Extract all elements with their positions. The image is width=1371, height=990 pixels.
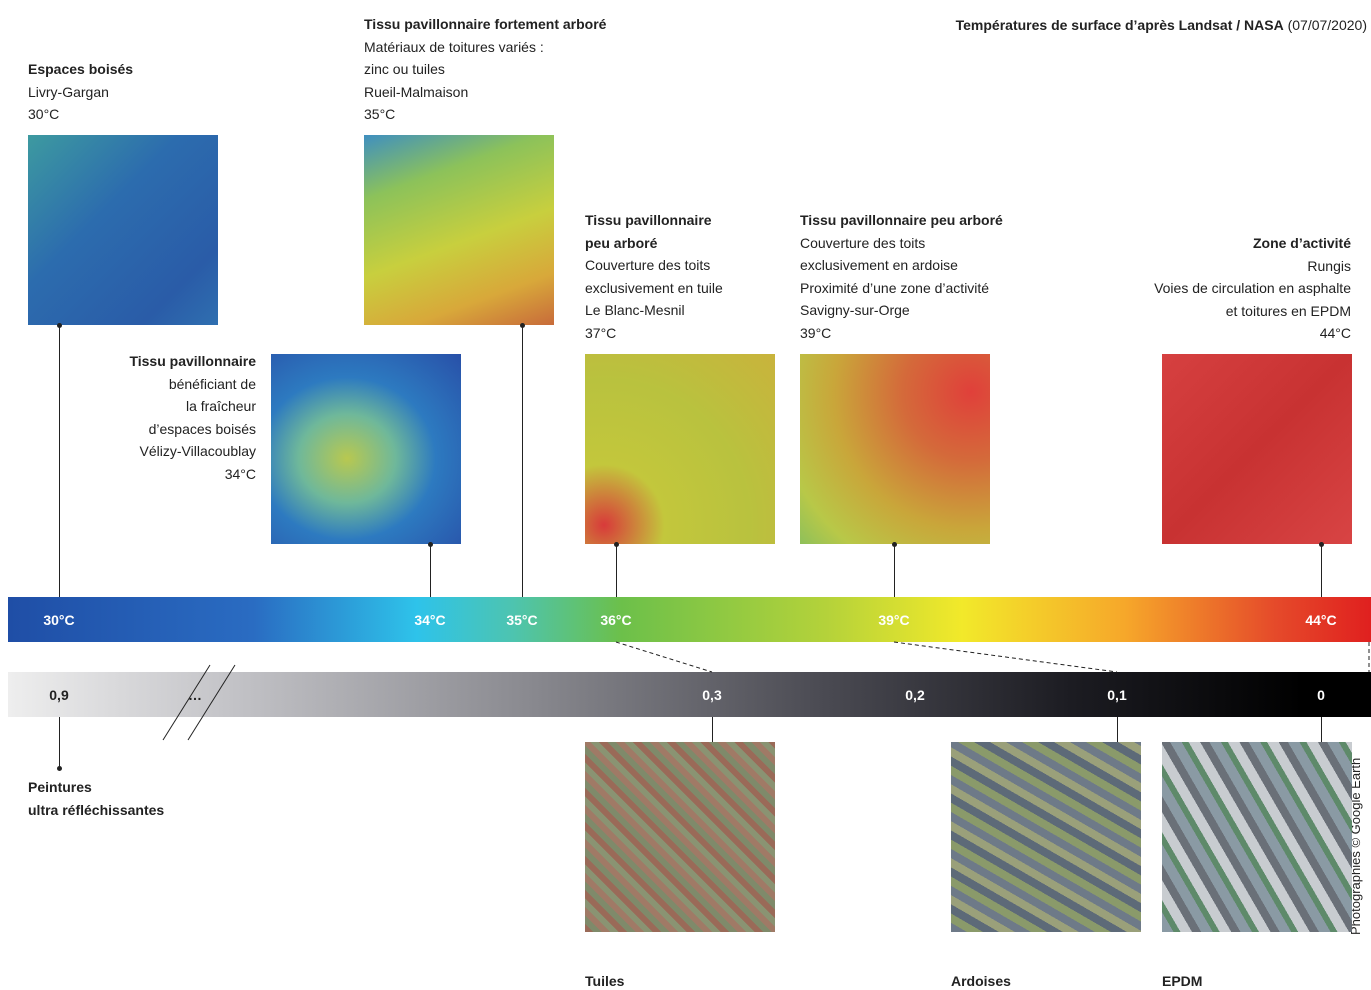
temperature-label: 39°C — [878, 612, 909, 628]
site-detail: Vélizy-Villacoublay — [129, 440, 256, 463]
site-detail: Couverture des toits — [585, 254, 723, 277]
site-title: Tissu pavillonnaire — [585, 209, 723, 232]
thermal-image — [364, 135, 554, 325]
thermal-image — [271, 354, 461, 544]
albedo-label: … — [188, 687, 202, 703]
connector-dot — [520, 323, 525, 328]
site-detail: exclusivement en ardoise — [800, 254, 1003, 277]
connector — [522, 325, 523, 597]
connector — [59, 717, 60, 768]
connector — [1321, 544, 1322, 597]
site-title: peu arboré — [585, 232, 723, 255]
thermal-image — [28, 135, 218, 325]
connector-dot — [1319, 542, 1324, 547]
site-detail: zinc ou tuiles — [364, 58, 606, 81]
material-label: EPDM — [1162, 970, 1202, 990]
site-detail: la fraîcheur — [129, 395, 256, 418]
connector — [430, 544, 431, 597]
break-mark — [163, 665, 210, 740]
material-line: Peintures — [28, 776, 164, 799]
site-detail: Proximité d’une zone d’activité — [800, 277, 1003, 300]
material-label: Ardoises — [951, 970, 1011, 990]
site-temperature: 39°C — [800, 322, 1003, 345]
connector-dot — [614, 542, 619, 547]
site-detail: et toitures en EPDM — [1154, 300, 1351, 323]
material-line: Tuiles — [585, 970, 624, 990]
site-detail: Matériaux de toitures variés : — [364, 36, 606, 59]
albedo-label: 0,1 — [1107, 687, 1126, 703]
site-detail: Rungis — [1154, 255, 1351, 278]
site-detail: Voies de circulation en asphalte — [1154, 277, 1351, 300]
site-detail: Le Blanc-Mesnil — [585, 299, 723, 322]
albedo-label: 0,2 — [905, 687, 924, 703]
connector-dot — [892, 542, 897, 547]
connector — [59, 325, 60, 597]
site-title: Tissu pavillonnaire fortement arboré — [364, 13, 606, 36]
infographic: Températures de surface d’après Landsat … — [0, 0, 1371, 990]
connector — [616, 544, 617, 597]
thermal-image — [585, 354, 775, 544]
site-title: Tissu pavillonnaire peu arboré — [800, 209, 1003, 232]
material-line: Ardoises — [951, 970, 1011, 990]
aerial-image — [1162, 742, 1352, 932]
dashed-link — [616, 642, 712, 672]
site-detail: Couverture des toits — [800, 232, 1003, 255]
site-title: Tissu pavillonnaire — [129, 350, 256, 373]
site-detail: Rueil-Malmaison — [364, 81, 606, 104]
aerial-image — [951, 742, 1141, 932]
site-detail: exclusivement en tuile — [585, 277, 723, 300]
connector-dot — [57, 323, 62, 328]
site-detail: Livry-Gargan — [28, 81, 133, 104]
temperature-label: 36°C — [600, 612, 631, 628]
site-title: Espaces boisés — [28, 58, 133, 81]
connector-dot — [428, 542, 433, 547]
thermal-image — [800, 354, 990, 544]
material-line: EPDM — [1162, 970, 1202, 990]
albedo-label: 0 — [1317, 687, 1325, 703]
thermal-image — [1162, 354, 1352, 544]
site-detail: d’espaces boisés — [129, 418, 256, 441]
material-line: ultra réfléchissantes — [28, 799, 164, 822]
temperature-label: 44°C — [1305, 612, 1336, 628]
site-temperature: 35°C — [364, 103, 606, 126]
aerial-image — [585, 742, 775, 932]
material-label: Tuiles — [585, 970, 624, 990]
connector — [894, 544, 895, 597]
site-temperature: 30°C — [28, 103, 133, 126]
connector-dot — [57, 766, 62, 771]
site-temperature: 37°C — [585, 322, 723, 345]
temperature-label: 35°C — [506, 612, 537, 628]
site-detail: Savigny-sur-Orge — [800, 299, 1003, 322]
site-detail: bénéficiant de — [129, 373, 256, 396]
temperature-label: 34°C — [414, 612, 445, 628]
albedo-label: 0,3 — [702, 687, 721, 703]
albedo-label: 0,9 — [49, 687, 68, 703]
site-temperature: 34°C — [129, 463, 256, 486]
site-title: Zone d’activité — [1154, 232, 1351, 255]
site-temperature: 44°C — [1154, 322, 1351, 345]
temperature-label: 30°C — [43, 612, 74, 628]
dashed-link — [894, 642, 1117, 672]
